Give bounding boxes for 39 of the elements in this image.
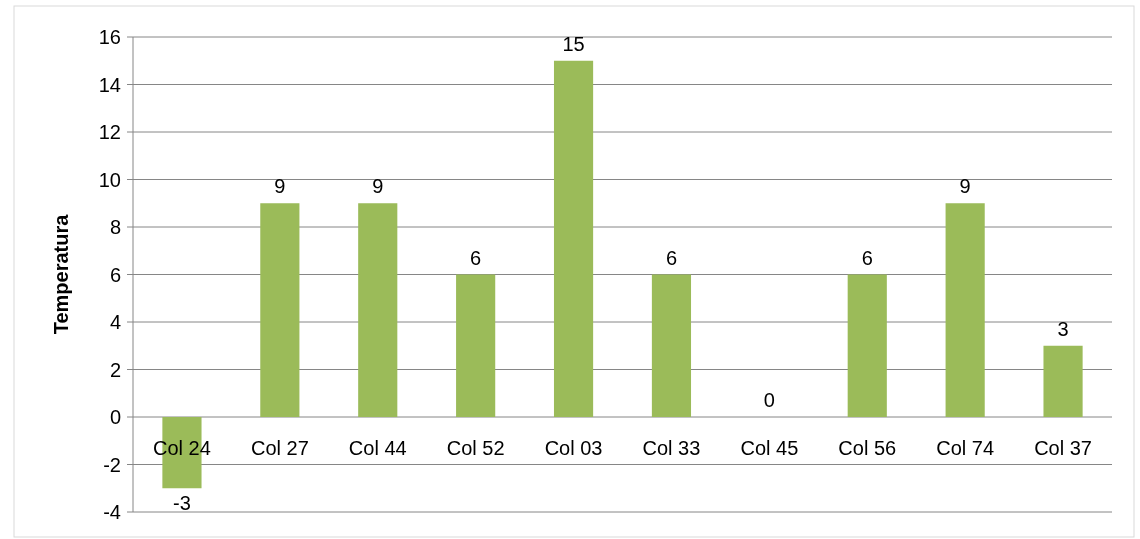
x-tick-label: Col 27 (250, 437, 309, 459)
data-label: 9 (274, 175, 286, 198)
data-label: 6 (861, 246, 873, 269)
x-tick-label: Col 44 (348, 437, 407, 459)
bar (456, 274, 496, 417)
data-label: 9 (372, 175, 384, 198)
y-tick-label: 16 (98, 26, 121, 48)
bar (651, 274, 692, 417)
y-tick-label: 8 (109, 216, 121, 238)
x-tick-label: Col 33 (642, 437, 701, 459)
y-tick-label: -2 (103, 453, 121, 476)
data-label: 3 (1057, 317, 1069, 340)
x-tick-label: Col 52 (446, 437, 505, 459)
bar (260, 203, 300, 417)
data-label: 6 (470, 246, 482, 269)
y-tick-label: 0 (109, 406, 121, 428)
x-tick-label: Col 03 (544, 437, 603, 459)
bar (847, 274, 887, 417)
x-tick-label: Col 56 (838, 437, 897, 459)
bar (553, 60, 594, 417)
y-axis-title: Temperatura (50, 213, 72, 335)
bar (358, 203, 398, 417)
x-tick-label: Col 45 (740, 437, 799, 459)
y-tick-label: 12 (98, 121, 121, 143)
data-label: 9 (959, 175, 971, 198)
y-tick-label: 2 (109, 358, 121, 381)
bar (1043, 345, 1083, 417)
y-tick-label: -4 (103, 501, 121, 523)
y-tick-label: 10 (98, 168, 121, 191)
x-tick-label: Col 37 (1034, 437, 1092, 459)
data-label: 15 (562, 32, 585, 55)
x-tick-label: Col 74 (936, 437, 995, 459)
y-tick-label: 14 (98, 73, 121, 96)
y-tick-label: 4 (109, 311, 121, 333)
bar (945, 203, 985, 417)
y-tick-label: 6 (109, 263, 121, 286)
data-label: 0 (763, 389, 775, 411)
data-label: 6 (665, 246, 678, 269)
data-label: -3 (173, 492, 191, 515)
